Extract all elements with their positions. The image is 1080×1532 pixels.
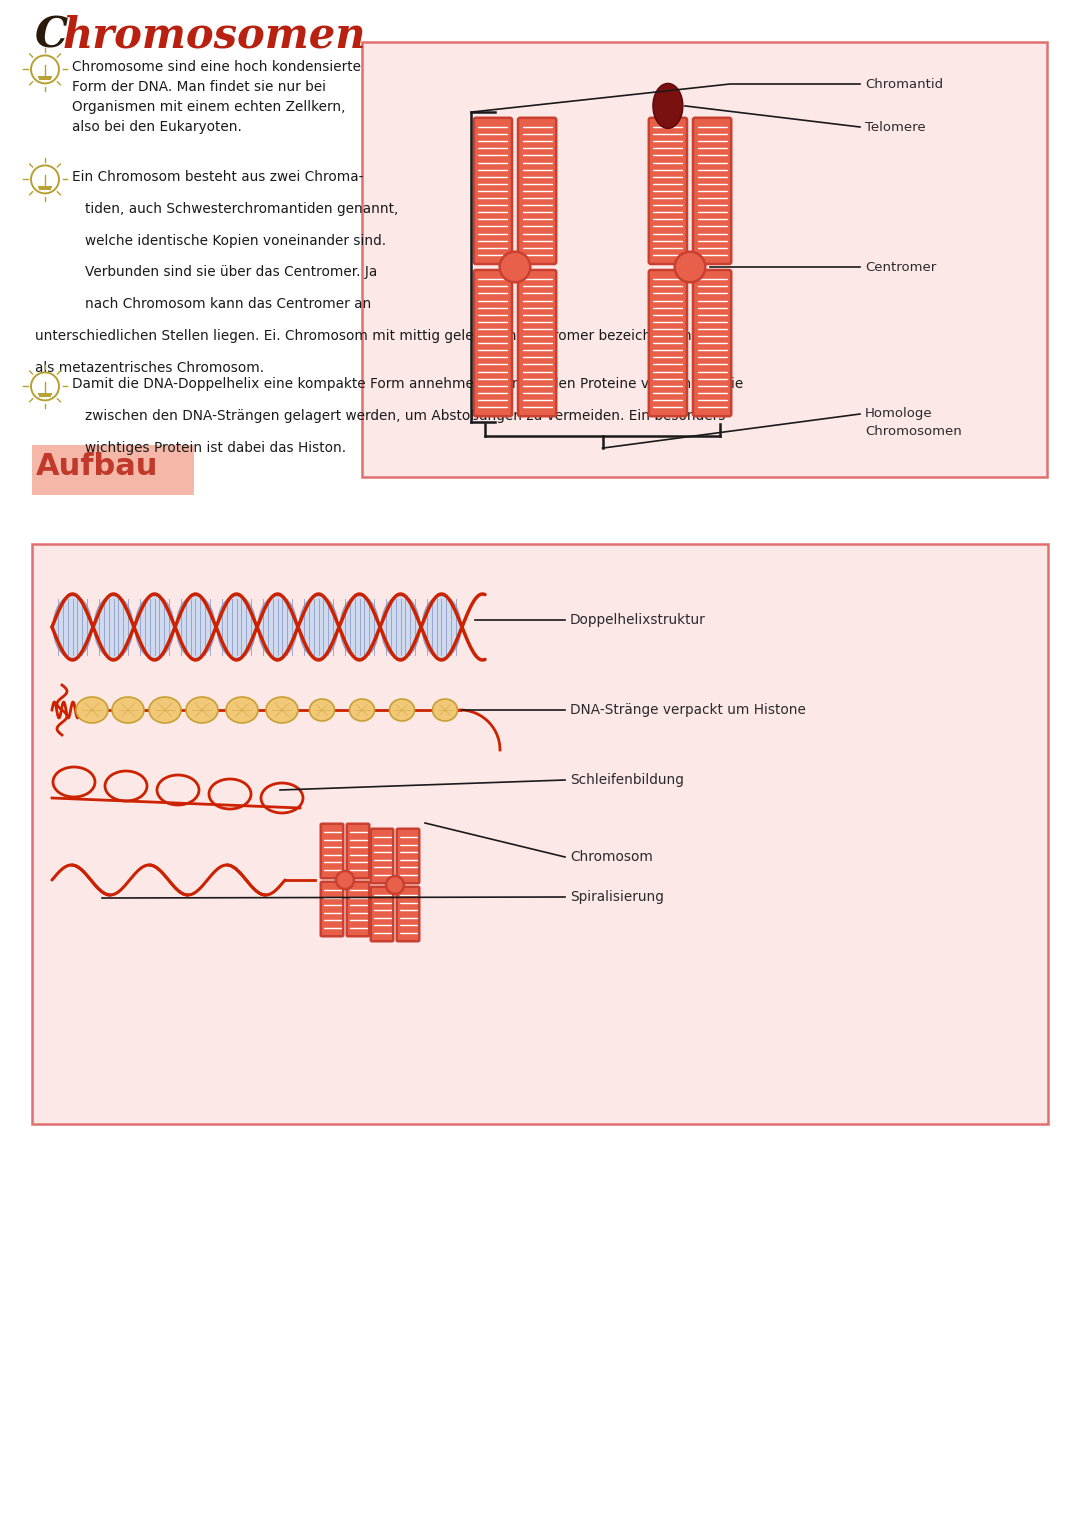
Text: welche identische Kopien voneinander sind.: welche identische Kopien voneinander sin… <box>85 233 387 248</box>
FancyBboxPatch shape <box>321 882 343 936</box>
Circle shape <box>500 251 530 282</box>
Ellipse shape <box>350 699 375 722</box>
Text: Chromosom: Chromosom <box>570 850 653 864</box>
Ellipse shape <box>299 596 338 659</box>
Text: hromosomen: hromosomen <box>63 14 366 57</box>
Text: DNA-Stränge verpackt um Histone: DNA-Stränge verpackt um Histone <box>570 703 806 717</box>
Ellipse shape <box>266 697 298 723</box>
FancyBboxPatch shape <box>32 544 1048 1124</box>
Circle shape <box>386 876 404 895</box>
Text: Centromer: Centromer <box>865 260 936 274</box>
Text: Aufbau: Aufbau <box>36 452 159 481</box>
Text: Telomere: Telomere <box>865 121 926 133</box>
Ellipse shape <box>653 83 683 129</box>
Text: Verbunden sind sie über das Centromer. Ja: Verbunden sind sie über das Centromer. J… <box>85 265 377 279</box>
Text: Damit die DNA-Doppelhelix eine kompakte Form annehmen kann werden Proteine verwe: Damit die DNA-Doppelhelix eine kompakte … <box>72 377 743 391</box>
FancyBboxPatch shape <box>321 824 343 878</box>
Text: Ein Chromosom besteht aus zwei Chroma-: Ein Chromosom besteht aus zwei Chroma- <box>72 170 364 184</box>
Ellipse shape <box>432 699 458 722</box>
Ellipse shape <box>186 697 218 723</box>
FancyBboxPatch shape <box>370 887 393 941</box>
Ellipse shape <box>258 596 297 659</box>
Ellipse shape <box>112 697 144 723</box>
FancyBboxPatch shape <box>370 829 393 884</box>
Text: Schleifenbildung: Schleifenbildung <box>570 774 684 787</box>
FancyBboxPatch shape <box>518 270 556 417</box>
Ellipse shape <box>217 596 256 659</box>
Text: Homologe
Chromosomen: Homologe Chromosomen <box>865 406 962 438</box>
Text: zwischen den DNA-Strängen gelagert werden, um Abstoßungen zu vermeiden. Ein beso: zwischen den DNA-Strängen gelagert werde… <box>85 409 726 423</box>
Circle shape <box>675 251 705 282</box>
Ellipse shape <box>135 596 174 659</box>
FancyBboxPatch shape <box>347 824 369 878</box>
FancyBboxPatch shape <box>649 118 687 264</box>
FancyBboxPatch shape <box>396 829 419 884</box>
Text: C: C <box>35 14 68 57</box>
Ellipse shape <box>176 596 215 659</box>
Ellipse shape <box>149 697 181 723</box>
Ellipse shape <box>310 699 335 722</box>
Circle shape <box>336 872 354 889</box>
Ellipse shape <box>94 596 133 659</box>
Ellipse shape <box>340 596 379 659</box>
Text: Chromosome sind eine hoch kondensierte
Form der DNA. Man findet sie nur bei
Orga: Chromosome sind eine hoch kondensierte F… <box>72 60 361 135</box>
Text: unterschiedlichen Stellen liegen. Ei. Chromosom mit mittig gelegenen Centromer b: unterschiedlichen Stellen liegen. Ei. Ch… <box>35 329 708 343</box>
Ellipse shape <box>381 596 420 659</box>
FancyBboxPatch shape <box>693 118 731 264</box>
Ellipse shape <box>226 697 258 723</box>
FancyBboxPatch shape <box>396 887 419 941</box>
Ellipse shape <box>390 699 415 722</box>
Text: Spiralisierung: Spiralisierung <box>570 890 664 904</box>
Text: Chromantid: Chromantid <box>865 78 943 90</box>
Ellipse shape <box>76 697 108 723</box>
FancyBboxPatch shape <box>649 270 687 417</box>
FancyBboxPatch shape <box>474 118 512 264</box>
Text: als metazentrisches Chromosom.: als metazentrisches Chromosom. <box>35 362 265 375</box>
FancyBboxPatch shape <box>32 444 194 495</box>
FancyBboxPatch shape <box>474 270 512 417</box>
Text: tiden, auch Schwesterchromantiden genannt,: tiden, auch Schwesterchromantiden genann… <box>85 202 399 216</box>
Text: nach Chromosom kann das Centromer an: nach Chromosom kann das Centromer an <box>85 297 372 311</box>
FancyBboxPatch shape <box>347 882 369 936</box>
FancyBboxPatch shape <box>518 118 556 264</box>
Text: Doppelhelixstruktur: Doppelhelixstruktur <box>570 613 705 627</box>
Ellipse shape <box>53 596 92 659</box>
Text: wichtiges Protein ist dabei das Histon.: wichtiges Protein ist dabei das Histon. <box>85 441 346 455</box>
Ellipse shape <box>422 596 461 659</box>
FancyBboxPatch shape <box>693 270 731 417</box>
FancyBboxPatch shape <box>362 41 1047 476</box>
